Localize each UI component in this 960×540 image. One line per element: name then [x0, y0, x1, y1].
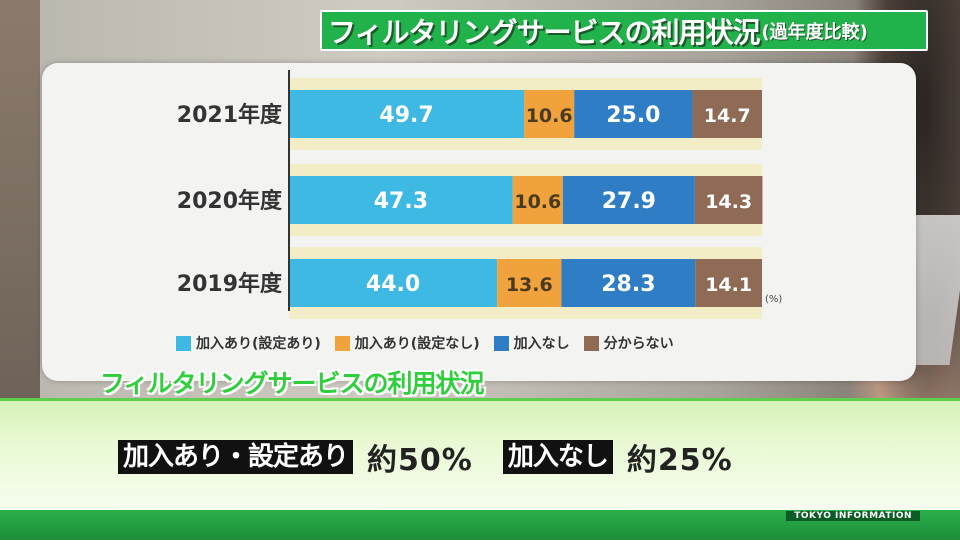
bar-segment	[562, 176, 695, 224]
data-label: 14.1	[705, 274, 752, 296]
data-label: 25.0	[606, 103, 660, 128]
stat-value-not-subscribed: 約25%	[626, 443, 733, 478]
legend-swatch	[493, 335, 509, 351]
footer-label: TOKYO INFORMATION	[786, 511, 920, 521]
bar-segment	[695, 259, 762, 307]
chart-subtitle: (過年度比較)	[761, 21, 868, 43]
category-label: 2019年度	[177, 271, 283, 297]
legend-item: 分からない	[583, 333, 674, 353]
data-label: 10.6	[514, 191, 561, 213]
data-label: 44.0	[366, 272, 420, 297]
legend-label: 分からない	[603, 336, 674, 352]
bar-segment	[524, 90, 575, 138]
category-label: 2020年度	[177, 188, 283, 214]
data-label: 13.6	[506, 274, 553, 296]
data-label: 27.9	[602, 189, 656, 214]
chart-legend: 加入あり(設定あり) 加入あり(設定なし) 加入なし 分からない	[176, 331, 674, 355]
chart-title: フィルタリングサービスの利用状況	[328, 15, 760, 49]
category-label: 2021年度	[177, 102, 283, 128]
unit-label: (%)	[765, 294, 782, 305]
subheading: フィルタリングサービスの利用状況	[100, 369, 485, 398]
data-label: 49.7	[379, 103, 433, 128]
legend-item: 加入あり(設定あり)	[176, 333, 321, 353]
data-label: 10.6	[526, 105, 573, 127]
legend-swatch	[334, 335, 350, 351]
bar-segment	[289, 259, 498, 307]
stats-row: 加入あり・設定あり 約50% 加入なし 約25%	[118, 440, 763, 478]
bar-segment	[692, 90, 762, 138]
background-photo-left	[0, 0, 40, 420]
info-panel	[0, 398, 960, 510]
data-label: 28.3	[601, 272, 655, 297]
data-label: 47.3	[374, 189, 428, 214]
bar-segment	[289, 176, 513, 224]
legend-label: 加入なし	[513, 336, 570, 352]
bar-segment	[561, 259, 696, 307]
legend-label: 加入あり(設定あり)	[196, 336, 321, 352]
bar-segment	[512, 176, 563, 224]
bar-segment	[574, 90, 693, 138]
bar-segment	[497, 259, 562, 307]
stat-label-setting-on: 加入あり・設定あり	[118, 440, 354, 474]
data-label: 14.7	[704, 105, 751, 127]
title-banner: フィルタリングサービスの利用状況 (過年度比較)	[320, 10, 928, 51]
legend-swatch	[583, 335, 599, 351]
legend-item: 加入あり(設定なし)	[334, 333, 480, 353]
bar-segment	[289, 90, 525, 138]
data-label: 14.3	[705, 191, 752, 213]
legend-label: 加入あり(設定なし)	[354, 336, 480, 352]
bar-segment	[694, 176, 763, 224]
stat-label-not-subscribed: 加入なし	[502, 440, 613, 474]
legend-item: 加入なし	[493, 333, 570, 353]
legend-swatch	[176, 335, 191, 351]
stat-value-setting-on: 約50%	[367, 443, 473, 478]
